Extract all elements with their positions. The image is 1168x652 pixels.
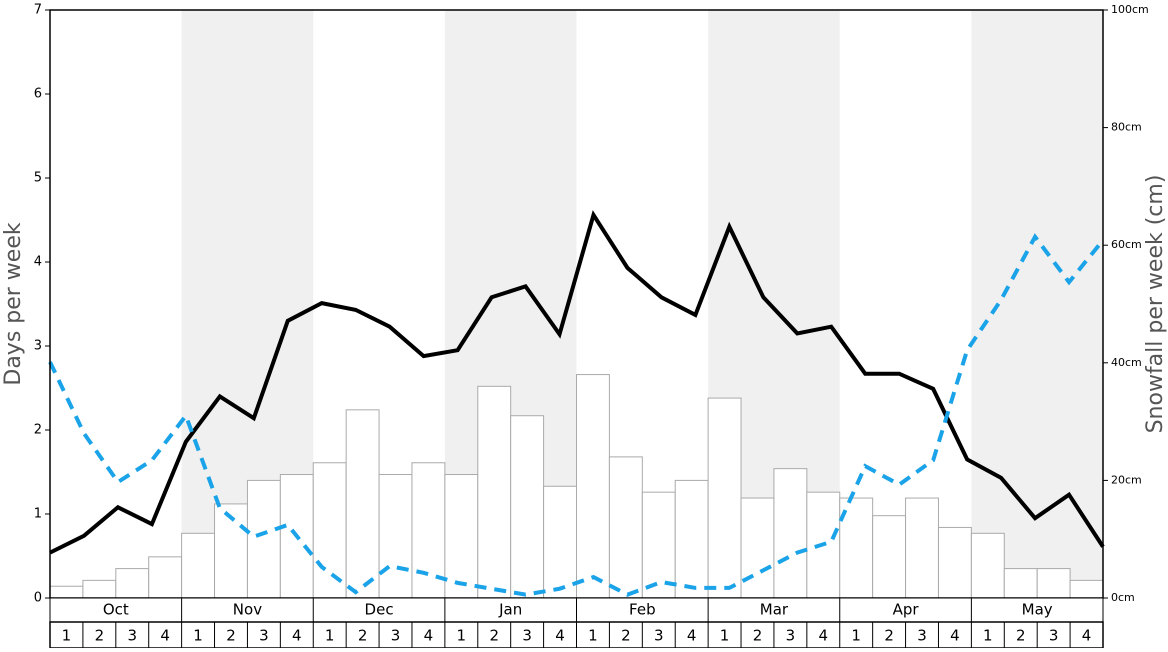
bar	[1003, 568, 1038, 599]
bar	[576, 374, 610, 599]
y-tick-label: 2	[34, 423, 42, 438]
month-label: Mar	[760, 601, 789, 619]
bar	[49, 585, 84, 599]
y2-tick-label: 40cm	[1111, 356, 1142, 369]
bar	[937, 526, 972, 599]
bar	[1069, 579, 1104, 599]
bar	[872, 515, 907, 599]
x-tick-label: 2	[1016, 627, 1026, 645]
bar	[148, 556, 183, 599]
x-tick-label: 4	[1082, 627, 1092, 645]
bar	[510, 415, 545, 599]
x-tick-label: 3	[127, 627, 137, 645]
dashed-line	[48, 233, 1105, 597]
bar	[246, 479, 281, 599]
month-label: Oct	[103, 601, 129, 619]
bar	[905, 497, 939, 599]
month-label: Dec	[365, 601, 394, 619]
bar	[115, 568, 150, 599]
x-tick-label: 4	[819, 627, 829, 645]
x-tick-label: 1	[62, 627, 72, 645]
y2-tick-label: 100cm	[1111, 3, 1149, 16]
bar	[674, 479, 709, 599]
y-tick-label: 4	[34, 255, 42, 270]
x-tick-label: 3	[1049, 627, 1059, 645]
x-tick-label: 1	[720, 627, 730, 645]
month-label: Jan	[498, 601, 522, 619]
x-tick-label: 2	[489, 627, 499, 645]
bar	[444, 474, 479, 599]
y2-tick-label: 0cm	[1111, 591, 1135, 604]
month-label: Apr	[893, 601, 920, 619]
x-tick-label: 1	[588, 627, 598, 645]
bar	[345, 409, 380, 599]
month-label: May	[1022, 601, 1053, 619]
bar	[181, 532, 216, 599]
month-label: Feb	[629, 601, 656, 619]
x-tick-label: 4	[160, 627, 170, 645]
x-tick-label: 1	[193, 627, 203, 645]
x-tick-label: 2	[621, 627, 631, 645]
x-tick-label: 3	[391, 627, 401, 645]
y-tick-label: 1	[34, 507, 42, 522]
bar	[608, 456, 643, 599]
x-tick-label: 4	[555, 627, 565, 645]
y-tick-label: 6	[34, 87, 42, 102]
y-tick-label: 0	[34, 591, 42, 606]
y2-tick-label: 20cm	[1111, 473, 1142, 486]
x-tick-label: 1	[325, 627, 335, 645]
x-tick-label: 4	[687, 627, 697, 645]
x-tick-label: 3	[259, 627, 269, 645]
month-band	[971, 10, 1103, 598]
x-tick-label: 1	[851, 627, 861, 645]
y-tick-label: 7	[34, 3, 42, 18]
x-tick-label: 1	[457, 627, 467, 645]
x-tick-label: 3	[522, 627, 532, 645]
x-tick-label: 4	[950, 627, 960, 645]
y-tick-label: 3	[34, 339, 42, 354]
x-tick-label: 2	[226, 627, 236, 645]
bar	[312, 462, 347, 599]
x-tick-label: 1	[983, 627, 993, 645]
y2-axis-title: Snowfall per week (cm)	[1143, 175, 1168, 434]
bar	[378, 474, 413, 599]
x-tick-label: 2	[753, 627, 763, 645]
month-label: Nov	[233, 601, 262, 619]
bar	[1036, 568, 1071, 599]
bar	[707, 397, 742, 599]
line	[49, 210, 1105, 555]
y2-tick-label: 80cm	[1111, 121, 1142, 134]
bar	[543, 485, 577, 599]
x-tick-label: 3	[654, 627, 664, 645]
y-tick-label: 5	[34, 171, 42, 186]
x-tick-label: 4	[424, 627, 434, 645]
x-tick-label: 2	[358, 627, 368, 645]
y-axis-title: Days per week	[1, 222, 26, 385]
bar	[970, 532, 1005, 599]
x-tick-label: 2	[884, 627, 894, 645]
x-tick-label: 2	[95, 627, 105, 645]
bar	[82, 579, 117, 599]
y2-tick-label: 60cm	[1111, 238, 1142, 251]
bar	[477, 385, 512, 599]
x-tick-label: 3	[917, 627, 927, 645]
x-tick-label: 4	[292, 627, 302, 645]
bar	[773, 468, 808, 599]
bar	[740, 497, 775, 599]
x-tick-label: 3	[786, 627, 796, 645]
